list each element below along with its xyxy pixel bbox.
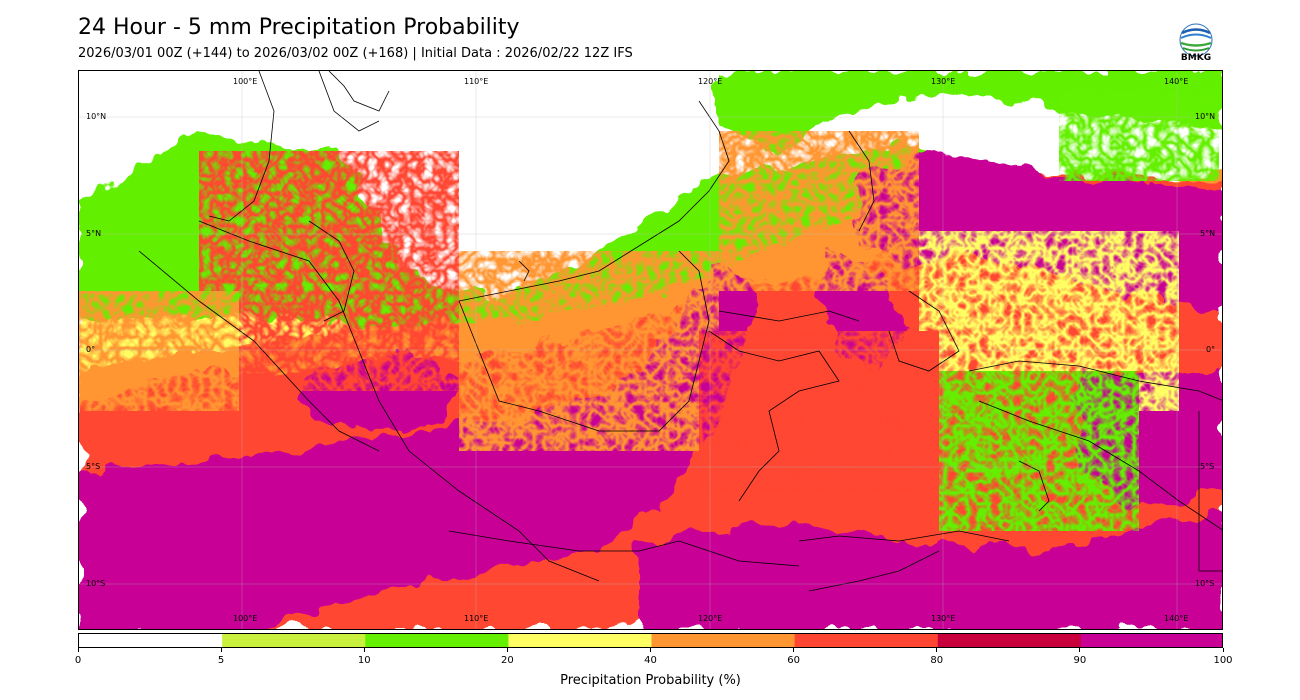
precip-speckles (79, 91, 1219, 531)
colorbar-segment (508, 634, 653, 647)
colorbar-tick-label: 60 (787, 655, 800, 666)
colorbar-tick (77, 648, 79, 652)
colorbar-segment (79, 634, 223, 647)
colorbar-segment (794, 634, 939, 647)
lat-label-left: 5°S (86, 462, 101, 471)
lon-label-top: 130°E (931, 77, 956, 86)
lat-label-right: 0° (1206, 345, 1216, 354)
colorbar-title: Precipitation Probability (%) (560, 673, 741, 688)
colorbar-tick-label: 0 (74, 655, 82, 666)
logo-text: BMKG (1180, 53, 1212, 63)
colorbar-tick-label: 90 (1073, 655, 1087, 666)
map-title: 24 Hour - 5 mm Precipitation Probability (78, 15, 520, 40)
colorbar-segment (365, 634, 509, 647)
lon-label-bottom: 100°E (233, 614, 258, 623)
colorbar-segment (651, 634, 796, 647)
colorbar-tick (936, 648, 938, 652)
graticule (79, 71, 1222, 629)
colorbar-tick (363, 648, 365, 652)
precipitation-map[interactable]: 100°E 110°E 120°E 130°E 140°E 100°E 110°… (78, 70, 1223, 630)
colorbar-tick (650, 648, 651, 652)
colorbar-tick-label: 10 (357, 655, 371, 666)
lon-label-top: 100°E (233, 77, 258, 86)
colorbar-tick-label: 40 (644, 655, 657, 666)
colorbar-segment (937, 634, 1082, 647)
lon-label-top: 110°E (464, 77, 489, 86)
lat-label-left: 10°N (86, 112, 107, 121)
colorbar-segment (222, 634, 366, 647)
colorbar-tick-label: 20 (501, 655, 514, 666)
colorbar-tick-label: 80 (930, 655, 944, 666)
lon-label-top: 140°E (1164, 77, 1189, 86)
lat-label-right: 10°N (1195, 112, 1216, 121)
colorbar-tick (220, 648, 222, 652)
lon-label-bottom: 130°E (931, 614, 956, 623)
lon-label-bottom: 140°E (1164, 614, 1189, 623)
lon-label-top: 120°E (698, 77, 723, 86)
colorbar-tick (506, 648, 508, 652)
colorbar (78, 633, 1223, 648)
lat-label-left: 10°S (86, 579, 106, 588)
colorbar-tick-label: 5 (217, 655, 225, 666)
lat-label-right: 5°N (1200, 229, 1216, 238)
lat-label-right: 10°S (1195, 579, 1215, 588)
lon-label-bottom: 110°E (464, 614, 489, 623)
lat-label-right: 5°S (1200, 462, 1215, 471)
colorbar-tick (1222, 648, 1224, 652)
colorbar-tick (793, 648, 795, 652)
bmkg-logo-icon (1172, 18, 1220, 66)
lat-label-left: 5°N (86, 229, 102, 238)
map-subtitle: 2026/03/01 00Z (+144) to 2026/03/02 00Z … (78, 46, 633, 61)
lon-label-bottom: 120°E (698, 614, 723, 623)
colorbar-tick (1079, 648, 1081, 652)
colorbar-tick-label: 100 (1213, 655, 1233, 666)
lat-label-left: 0° (86, 345, 96, 354)
colorbar-segment (1080, 634, 1222, 647)
coastlines (138, 71, 1222, 592)
